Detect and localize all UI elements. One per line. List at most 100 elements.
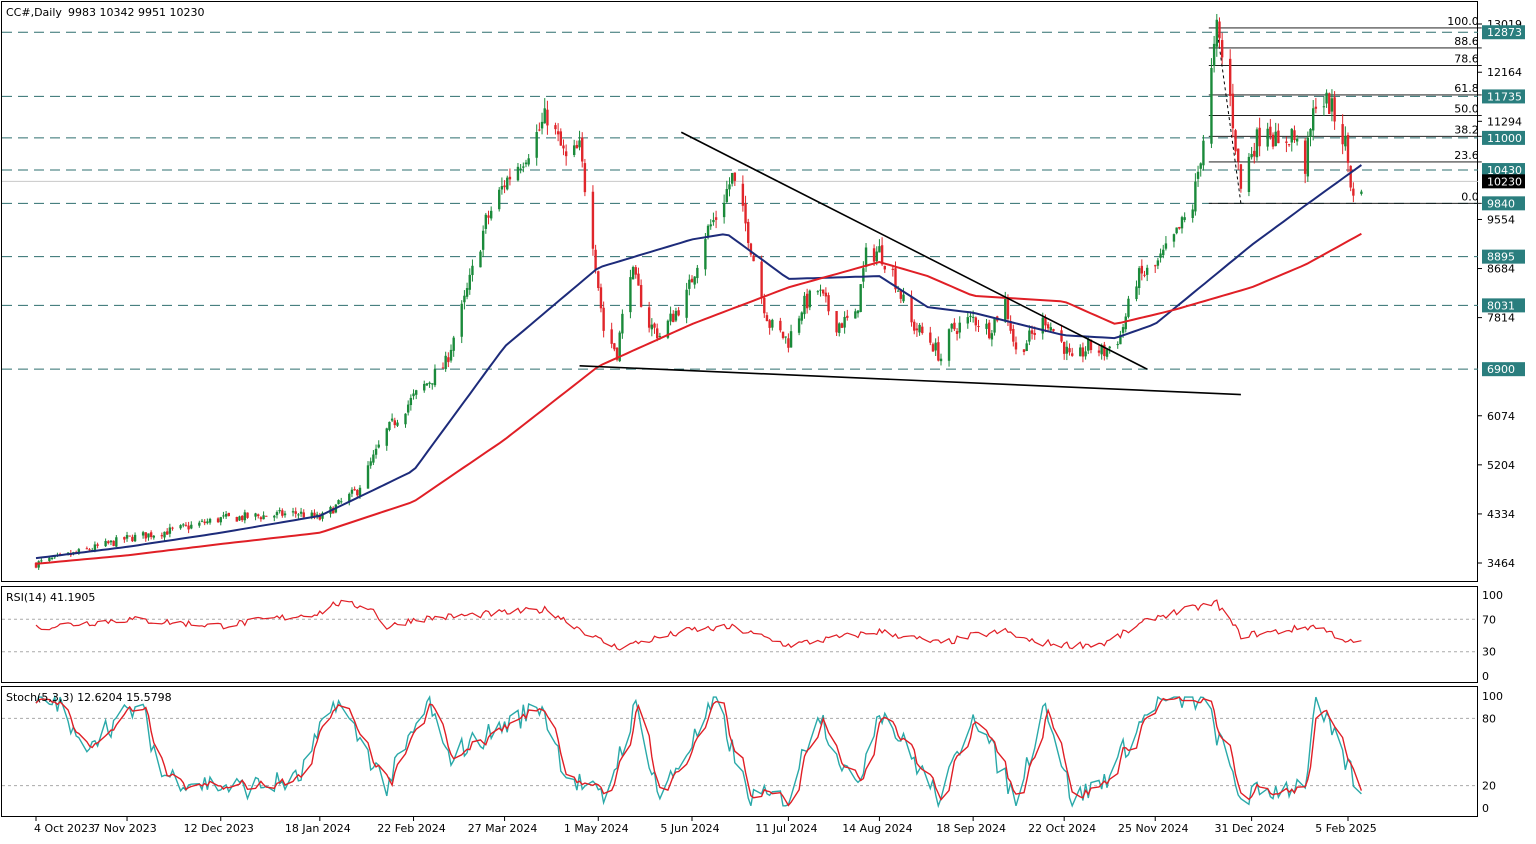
level-badge-9840	[1482, 196, 1525, 211]
candle-body	[985, 323, 988, 329]
candle-body	[971, 316, 975, 318]
candle-body	[1309, 128, 1312, 137]
candle-body	[1012, 328, 1015, 342]
stochastic-indicator: 100 80 20 0	[2, 690, 1503, 815]
candle-body	[179, 525, 182, 529]
candle-body	[393, 420, 396, 426]
candle-body	[281, 510, 284, 516]
candle-body	[843, 316, 846, 328]
price-axis: 1301912164112949554868478146074520443343…	[1478, 18, 1525, 570]
candle-body	[412, 393, 415, 397]
fib-label-0.0: 0.0	[1461, 190, 1479, 203]
rsi-tick-label: 30	[1482, 646, 1496, 659]
horizontal-levels	[2, 31, 1478, 370]
level-badge-label: 12873	[1487, 26, 1522, 39]
candle-body	[955, 331, 959, 334]
level-badge-12873	[1482, 25, 1525, 40]
candle-body	[163, 531, 166, 538]
candle-body	[388, 421, 391, 430]
candle-body	[332, 507, 335, 514]
candle-body	[578, 140, 581, 148]
candle-body	[725, 189, 729, 203]
candle-body	[348, 493, 351, 503]
candles	[34, 13, 1363, 570]
candle-body	[141, 532, 145, 536]
candle-body	[854, 311, 857, 319]
candle-body	[1162, 249, 1165, 256]
candle-body	[1164, 243, 1168, 249]
candle-body	[1127, 298, 1130, 317]
candle-body	[599, 287, 603, 309]
candle-body	[506, 177, 509, 190]
candle-body	[1202, 140, 1205, 166]
candle-body	[390, 418, 394, 421]
candle-body	[591, 191, 595, 249]
candle-body	[929, 332, 932, 343]
time-tick-label: 27 Mar 2024	[468, 822, 538, 835]
candle-body	[631, 267, 635, 280]
candle-body	[990, 333, 994, 340]
candle-body	[856, 310, 860, 314]
candle-body	[1228, 58, 1232, 96]
candle-body	[449, 349, 453, 361]
candle-body	[1178, 226, 1181, 229]
candle-body	[431, 383, 434, 385]
candle-body	[634, 267, 637, 275]
candle-body	[1009, 321, 1012, 331]
candle-body	[714, 217, 718, 220]
candle-body	[674, 310, 678, 321]
rsi-indicator: 100 70 30 0	[2, 589, 1503, 683]
level-badge-label: 11735	[1487, 90, 1522, 103]
candle-body	[415, 390, 418, 395]
candle-body	[824, 292, 828, 297]
candle-body	[297, 514, 300, 516]
candle-body	[763, 298, 766, 314]
candle-body	[722, 202, 726, 218]
candle-body	[259, 517, 263, 520]
trendline-2	[579, 364, 1241, 396]
candle-body	[468, 274, 471, 290]
candle-body	[1062, 341, 1066, 354]
candle-body	[572, 145, 576, 155]
candle-body	[246, 512, 249, 518]
time-tick-label: 22 Oct 2024	[1028, 822, 1096, 835]
candle-body	[1306, 137, 1310, 177]
candle-body	[1250, 153, 1253, 158]
candle-body	[696, 267, 699, 279]
price-tick-label: 9554	[1487, 213, 1515, 226]
level-badge-label: 10430	[1487, 164, 1522, 177]
candle-body	[302, 512, 305, 518]
candle-body	[40, 560, 43, 562]
level-badge-6900	[1482, 362, 1525, 377]
candle-body	[546, 109, 549, 126]
candle-body	[805, 293, 809, 309]
candle-body	[1137, 268, 1141, 289]
time-tick-label: 14 Aug 2024	[842, 822, 912, 835]
candle-body	[712, 220, 715, 223]
candle-body	[187, 525, 190, 530]
candle-body	[1100, 345, 1103, 355]
candle-body	[1191, 209, 1194, 218]
candle-body	[1006, 297, 1010, 319]
candle-body	[198, 522, 201, 526]
candle-body	[128, 535, 131, 537]
candle-body	[840, 323, 844, 328]
candle-body	[238, 516, 241, 521]
candle-body	[1124, 316, 1127, 330]
candle-body	[977, 326, 980, 328]
candle-body	[144, 532, 147, 539]
candle-body	[760, 261, 763, 298]
candle-body	[508, 176, 512, 180]
candle-body	[1330, 98, 1334, 112]
candle-body	[1180, 217, 1184, 229]
candle-body	[618, 332, 621, 362]
candle-body	[227, 512, 230, 517]
candle-body	[96, 544, 99, 546]
candle-body	[859, 284, 862, 312]
candle-body	[337, 500, 340, 505]
candle-body	[950, 323, 953, 329]
candle-body	[48, 557, 51, 561]
candle-body	[88, 549, 91, 551]
